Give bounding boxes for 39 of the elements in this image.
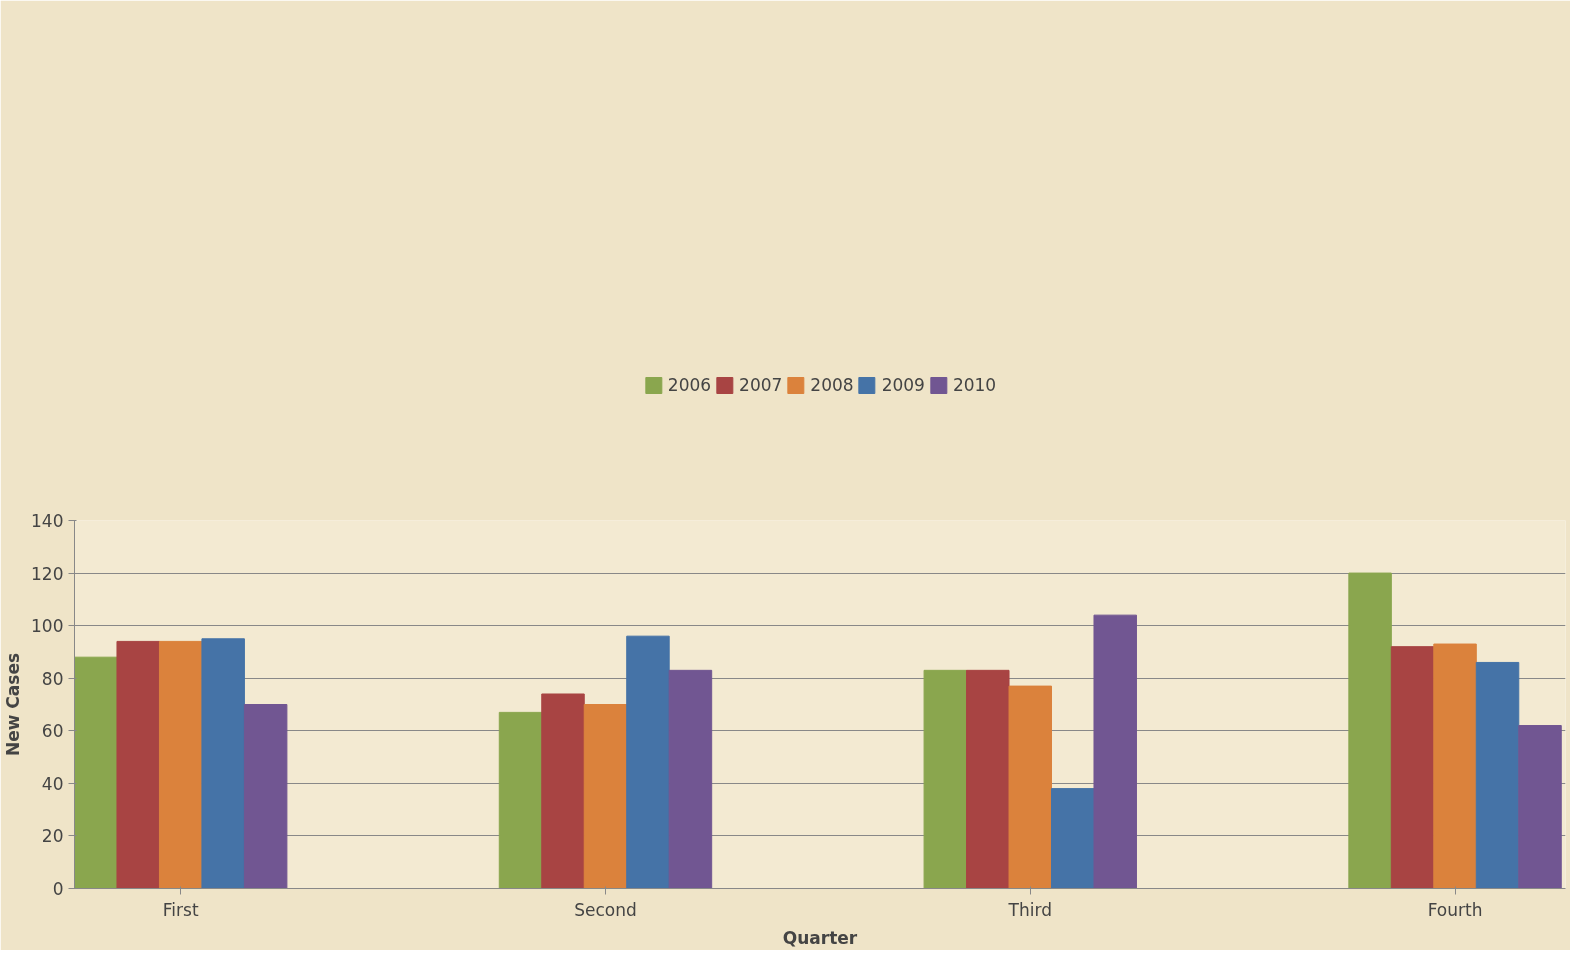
bar bbox=[541, 693, 585, 889]
x-axis-title: Quarter bbox=[782, 927, 858, 948]
bar bbox=[966, 669, 1010, 889]
bar bbox=[1093, 614, 1137, 889]
legend-label: 2006 bbox=[667, 375, 712, 395]
x-tick-label: First bbox=[162, 899, 199, 920]
y-tick-label: 60 bbox=[41, 721, 64, 742]
bar bbox=[626, 635, 670, 889]
bar bbox=[1051, 788, 1095, 889]
bar bbox=[1390, 646, 1435, 889]
bar bbox=[1348, 572, 1392, 889]
bar bbox=[668, 669, 713, 889]
y-tick-label: 80 bbox=[41, 668, 64, 689]
x-tick-label: Third bbox=[1007, 899, 1052, 920]
bar bbox=[498, 711, 543, 889]
y-tick-label: 40 bbox=[41, 773, 64, 794]
legend-label: 2007 bbox=[739, 375, 783, 395]
bar bbox=[583, 704, 628, 889]
y-tick-label: 100 bbox=[31, 616, 64, 637]
legend-label: 2009 bbox=[881, 375, 925, 395]
bar bbox=[1008, 685, 1053, 889]
y-tick-label: 0 bbox=[52, 879, 64, 899]
bar bbox=[243, 704, 288, 889]
bar bbox=[116, 640, 160, 889]
x-tick-label: Fourth bbox=[1427, 899, 1483, 920]
legend-label: 2010 bbox=[952, 375, 997, 395]
y-tick-label: 140 bbox=[31, 511, 64, 531]
bar bbox=[158, 640, 203, 889]
bar bbox=[74, 656, 118, 889]
legend-label: 2008 bbox=[810, 375, 854, 395]
y-axis-title: New Cases bbox=[3, 652, 24, 757]
y-tick-label: 120 bbox=[31, 563, 64, 584]
x-tick-label: Second bbox=[574, 899, 637, 920]
y-tick-label: 20 bbox=[41, 826, 64, 847]
bar bbox=[201, 638, 245, 889]
bar bbox=[923, 669, 968, 889]
bar bbox=[1433, 643, 1477, 889]
bar bbox=[1518, 725, 1562, 889]
bar bbox=[1475, 661, 1520, 889]
